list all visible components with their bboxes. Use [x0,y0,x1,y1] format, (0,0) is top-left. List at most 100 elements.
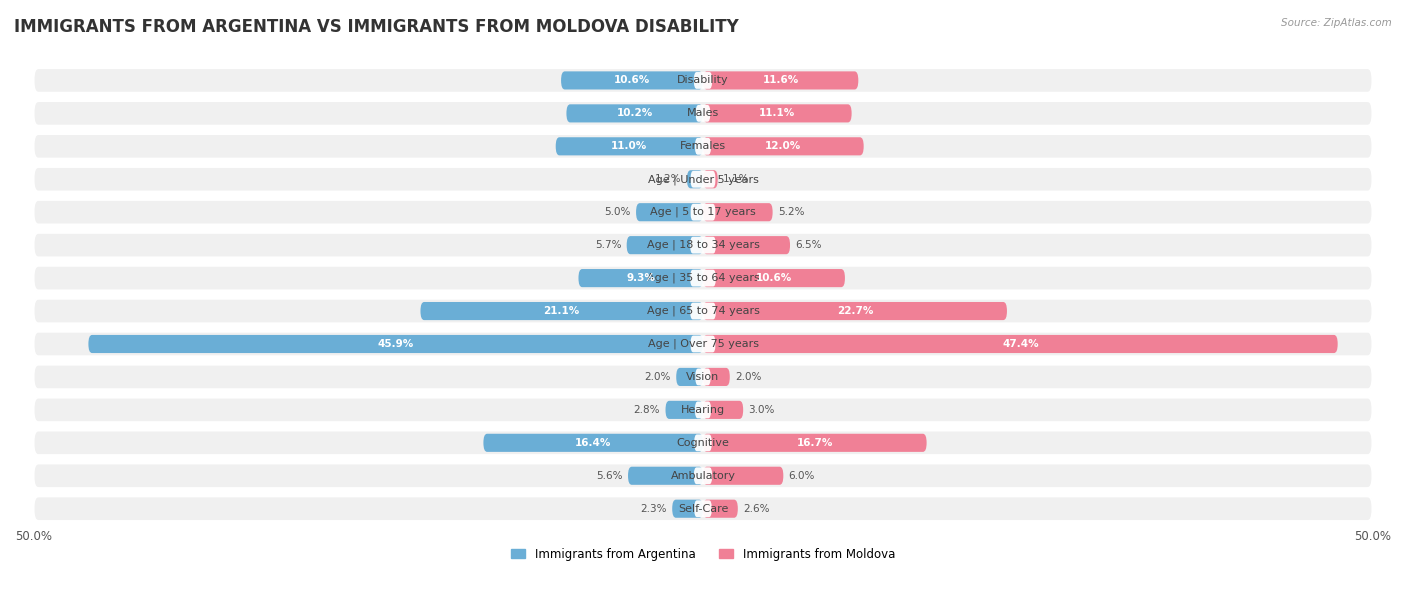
FancyBboxPatch shape [34,134,1372,159]
Text: 21.1%: 21.1% [544,306,579,316]
Text: Age | Under 5 years: Age | Under 5 years [648,174,758,184]
Text: 3.0%: 3.0% [748,405,775,415]
Text: 16.4%: 16.4% [575,438,612,448]
FancyBboxPatch shape [703,401,744,419]
Text: Age | 65 to 74 years: Age | 65 to 74 years [647,306,759,316]
FancyBboxPatch shape [34,430,1372,455]
Text: 2.6%: 2.6% [744,504,769,513]
FancyBboxPatch shape [690,204,716,220]
FancyBboxPatch shape [34,266,1372,291]
FancyBboxPatch shape [703,104,852,122]
FancyBboxPatch shape [696,105,710,122]
FancyBboxPatch shape [703,499,738,518]
Text: 16.7%: 16.7% [797,438,832,448]
Text: 10.6%: 10.6% [756,273,792,283]
Text: Hearing: Hearing [681,405,725,415]
Text: 10.6%: 10.6% [614,75,650,86]
FancyBboxPatch shape [696,368,710,386]
Text: 2.3%: 2.3% [640,504,666,513]
FancyBboxPatch shape [695,401,711,418]
FancyBboxPatch shape [690,303,716,319]
Text: Self-Care: Self-Care [678,504,728,513]
Text: Vision: Vision [686,372,720,382]
Text: Ambulatory: Ambulatory [671,471,735,481]
FancyBboxPatch shape [695,500,711,517]
Legend: Immigrants from Argentina, Immigrants from Moldova: Immigrants from Argentina, Immigrants fr… [506,543,900,565]
FancyBboxPatch shape [34,299,1372,323]
FancyBboxPatch shape [34,233,1372,258]
Text: Age | 5 to 17 years: Age | 5 to 17 years [650,207,756,217]
FancyBboxPatch shape [636,203,703,222]
FancyBboxPatch shape [688,170,703,188]
Text: 6.0%: 6.0% [789,471,815,481]
Text: 1.2%: 1.2% [655,174,682,184]
FancyBboxPatch shape [703,467,783,485]
FancyBboxPatch shape [703,269,845,287]
FancyBboxPatch shape [703,170,717,188]
Text: 11.6%: 11.6% [762,75,799,86]
Text: 6.5%: 6.5% [796,240,823,250]
FancyBboxPatch shape [690,171,716,188]
Text: 47.4%: 47.4% [1002,339,1039,349]
FancyBboxPatch shape [690,237,716,253]
FancyBboxPatch shape [34,167,1372,192]
Text: Age | 35 to 64 years: Age | 35 to 64 years [647,273,759,283]
Text: 9.3%: 9.3% [626,273,655,283]
FancyBboxPatch shape [555,137,703,155]
FancyBboxPatch shape [695,72,711,89]
FancyBboxPatch shape [703,368,730,386]
FancyBboxPatch shape [561,72,703,89]
FancyBboxPatch shape [695,468,711,484]
FancyBboxPatch shape [703,335,1337,353]
Text: Females: Females [681,141,725,151]
Text: Age | 18 to 34 years: Age | 18 to 34 years [647,240,759,250]
Text: 10.2%: 10.2% [617,108,652,118]
FancyBboxPatch shape [34,332,1372,356]
Text: 45.9%: 45.9% [378,339,413,349]
FancyBboxPatch shape [628,467,703,485]
FancyBboxPatch shape [676,368,703,386]
FancyBboxPatch shape [703,137,863,155]
Text: 11.1%: 11.1% [759,108,796,118]
FancyBboxPatch shape [34,463,1372,488]
Text: 11.0%: 11.0% [612,141,648,151]
FancyBboxPatch shape [34,200,1372,225]
Text: 2.0%: 2.0% [644,372,671,382]
Text: IMMIGRANTS FROM ARGENTINA VS IMMIGRANTS FROM MOLDOVA DISABILITY: IMMIGRANTS FROM ARGENTINA VS IMMIGRANTS … [14,18,738,36]
FancyBboxPatch shape [34,398,1372,422]
FancyBboxPatch shape [578,269,703,287]
Text: Disability: Disability [678,75,728,86]
FancyBboxPatch shape [703,236,790,254]
Text: 22.7%: 22.7% [837,306,873,316]
Text: 2.8%: 2.8% [634,405,661,415]
FancyBboxPatch shape [420,302,703,320]
FancyBboxPatch shape [34,101,1372,125]
FancyBboxPatch shape [703,434,927,452]
FancyBboxPatch shape [627,236,703,254]
FancyBboxPatch shape [695,435,711,451]
FancyBboxPatch shape [484,434,703,452]
FancyBboxPatch shape [672,499,703,518]
Text: 12.0%: 12.0% [765,141,801,151]
Text: Age | Over 75 years: Age | Over 75 years [648,338,758,349]
FancyBboxPatch shape [665,401,703,419]
Text: Cognitive: Cognitive [676,438,730,448]
Text: 5.0%: 5.0% [605,207,631,217]
Text: 5.7%: 5.7% [595,240,621,250]
Text: Source: ZipAtlas.com: Source: ZipAtlas.com [1281,18,1392,28]
FancyBboxPatch shape [690,335,716,353]
Text: 5.2%: 5.2% [778,207,804,217]
FancyBboxPatch shape [89,335,703,353]
FancyBboxPatch shape [703,302,1007,320]
FancyBboxPatch shape [34,496,1372,521]
FancyBboxPatch shape [690,270,716,286]
Text: Males: Males [688,108,718,118]
FancyBboxPatch shape [695,138,711,155]
FancyBboxPatch shape [34,68,1372,93]
Text: 2.0%: 2.0% [735,372,762,382]
FancyBboxPatch shape [34,365,1372,389]
FancyBboxPatch shape [703,72,858,89]
Text: 1.1%: 1.1% [723,174,749,184]
FancyBboxPatch shape [703,203,773,222]
FancyBboxPatch shape [567,104,703,122]
